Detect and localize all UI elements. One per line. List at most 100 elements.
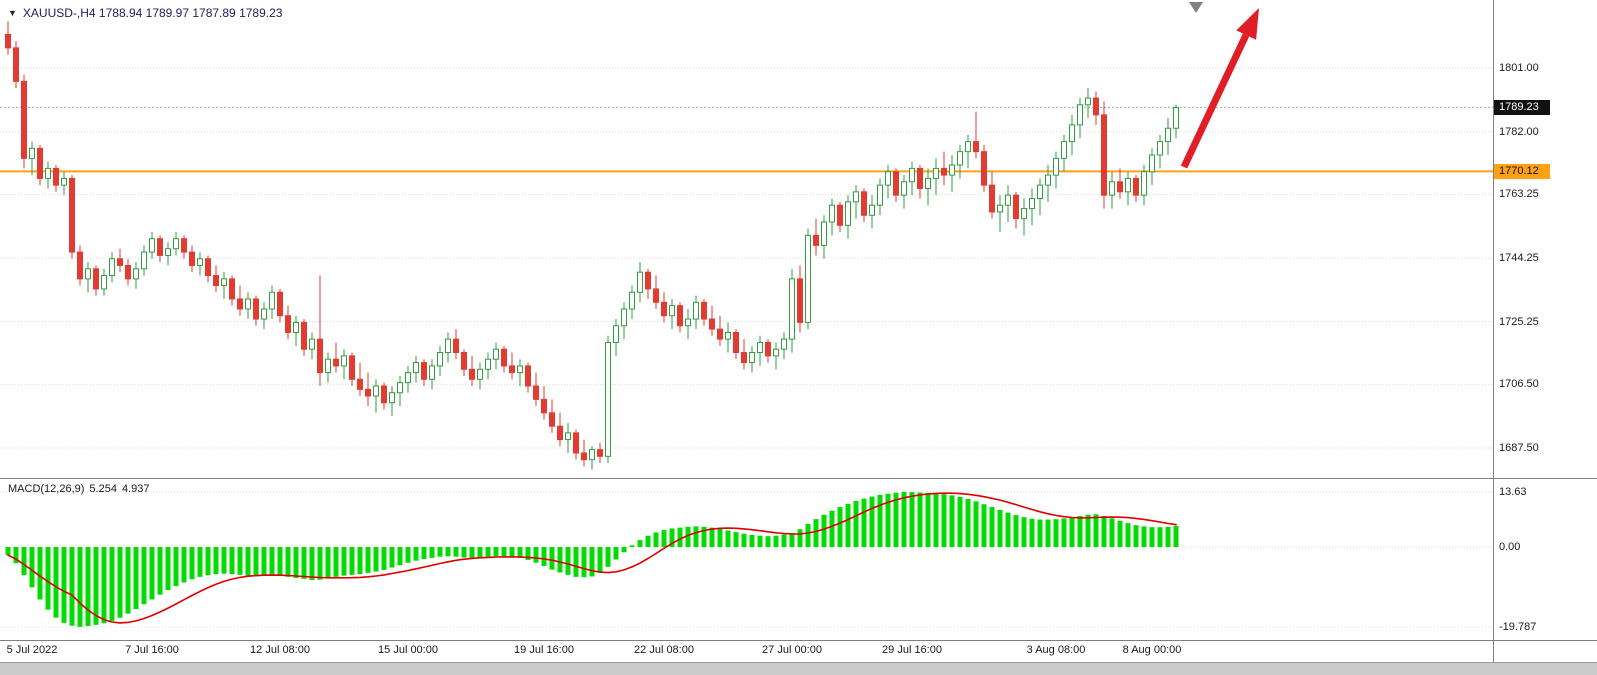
macd-bar: [957, 496, 963, 547]
time-axis-label: 3 Aug 08:00: [1026, 644, 1086, 656]
macd-histogram: [5, 492, 1179, 627]
macd-bar: [813, 519, 819, 547]
candle-body: [1165, 127, 1171, 143]
candle-body: [309, 338, 315, 350]
candle-body: [381, 385, 387, 404]
candle-body: [109, 258, 115, 277]
candle-body: [189, 251, 195, 266]
macd-bar: [949, 495, 955, 547]
price-chart-canvas[interactable]: [0, 0, 1493, 478]
macd-bar: [501, 547, 507, 557]
macd-panel-canvas[interactable]: [0, 479, 1493, 640]
candle-body: [301, 321, 307, 350]
macd-bar: [1125, 523, 1131, 547]
macd-bar: [29, 547, 35, 588]
macd-bar: [589, 547, 595, 577]
candle-body: [157, 238, 163, 256]
macd-bar: [5, 547, 11, 556]
candle-body: [253, 298, 259, 320]
candle-body: [117, 258, 123, 266]
macd-bar: [749, 534, 755, 547]
macd-bar: [581, 547, 587, 578]
candle-body: [141, 251, 147, 270]
candle-body: [885, 171, 891, 186]
macd-bar: [1053, 519, 1059, 547]
macd-bar: [189, 547, 195, 580]
macd-bar: [101, 547, 107, 624]
candle-body: [669, 305, 675, 317]
candle-body: [837, 204, 843, 226]
macd-bar: [917, 492, 923, 547]
candle-body: [829, 204, 835, 223]
macd-bar: [245, 547, 251, 576]
candle-body: [429, 365, 435, 380]
macd-bar: [277, 547, 283, 577]
candle-body: [45, 167, 51, 179]
macd-bar: [861, 498, 867, 547]
candle-body: [205, 258, 211, 277]
macd-bar: [21, 547, 27, 576]
macd-bar: [1061, 518, 1067, 547]
macd-bar: [973, 501, 979, 547]
price-axis-label: 1687.50: [1499, 441, 1539, 454]
macd-bar: [1029, 518, 1035, 547]
macd-bar: [349, 547, 355, 575]
trend-arrow[interactable]: [1180, 8, 1259, 169]
candle-body: [77, 251, 83, 280]
candle-body: [965, 141, 971, 153]
candle-body: [269, 291, 275, 310]
macd-bar: [909, 492, 915, 547]
macd-bar: [1157, 527, 1163, 547]
macd-value-signal: 4.937: [121, 483, 150, 495]
candle-body: [453, 338, 459, 354]
macd-bar: [461, 547, 467, 558]
macd-bar: [605, 547, 611, 567]
macd-bar: [741, 533, 747, 547]
symbol-triangle-icon: ▼: [8, 7, 17, 18]
macd-bar: [629, 545, 635, 547]
time-axis-label: 7 Jul 16:00: [125, 644, 179, 656]
macd-bar: [901, 492, 907, 547]
candle-body: [901, 181, 907, 196]
macd-bar: [453, 547, 459, 557]
trend-arrow-shaft: [1180, 33, 1250, 169]
time-axis-label: 22 Jul 08:00: [634, 644, 694, 656]
candle-body: [981, 151, 987, 186]
candle-body: [53, 167, 59, 186]
macd-bar: [445, 547, 451, 557]
macd-bar: [333, 547, 339, 577]
candle-body: [709, 318, 715, 330]
macd-bar: [301, 547, 307, 579]
candle-body: [781, 338, 787, 350]
candle-body: [1037, 184, 1043, 200]
candle-body: [621, 308, 627, 327]
candle-body: [765, 341, 771, 357]
macd-bar: [125, 547, 131, 614]
candle-body: [589, 449, 595, 461]
time-axis-label: 5 Jul 2022: [6, 644, 58, 656]
candle-body: [917, 167, 923, 189]
candle-body: [21, 80, 27, 159]
macd-bar: [437, 547, 443, 557]
time-axis[interactable]: 5 Jul 2022 7 Jul 16:00 12 Jul 08:00 15 Jul …: [0, 641, 1493, 662]
macd-bar: [597, 547, 603, 573]
candle-body: [181, 238, 187, 253]
candle-body: [213, 275, 219, 287]
price-axis[interactable]: 1789.23 1770.12 1801.00 1782.00 1763.25 174…: [1493, 0, 1597, 662]
candle-body: [989, 184, 995, 213]
candle-body: [789, 278, 795, 340]
candle-body: [69, 177, 75, 253]
macd-bar: [717, 528, 723, 547]
macd-bar: [69, 547, 75, 626]
macd-bar: [397, 547, 403, 566]
macd-bar: [77, 547, 83, 627]
macd-bar: [45, 547, 51, 610]
candle-body: [693, 301, 699, 320]
macd-bar: [773, 535, 779, 547]
candle-body: [93, 268, 99, 290]
candle-body: [677, 305, 683, 327]
macd-bar: [1045, 519, 1051, 547]
panel-separator[interactable]: [0, 478, 1597, 479]
candle-body: [997, 204, 1003, 213]
